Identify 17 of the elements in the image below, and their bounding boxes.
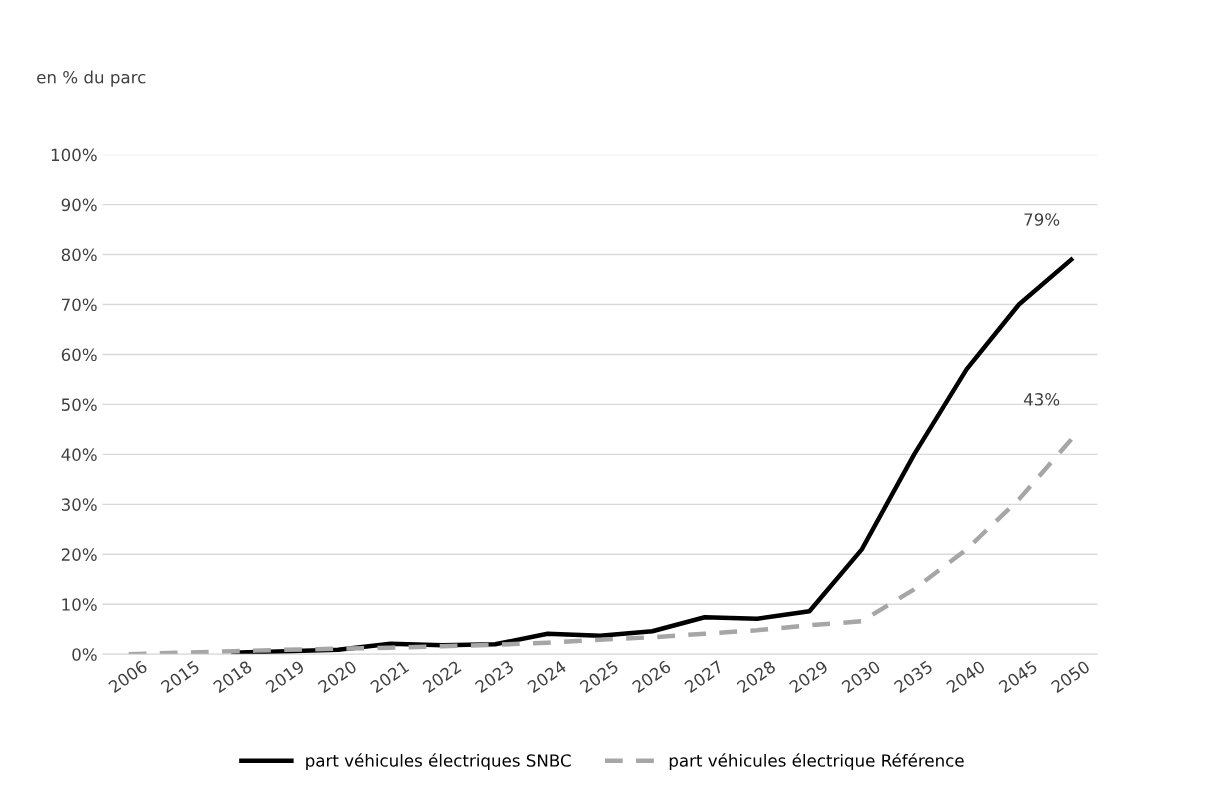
y-tick-label: 10% xyxy=(62,598,97,611)
legend-label: part véhicules électrique Référence xyxy=(669,753,964,771)
y-tick-label: 0% xyxy=(72,648,97,661)
line-series xyxy=(126,437,1074,655)
y-tick-label: 80% xyxy=(61,248,97,262)
y-tick-label: 50% xyxy=(61,398,97,411)
y-tick-label: 90% xyxy=(61,198,97,212)
y-tick-label: 70% xyxy=(61,298,97,312)
y-tick-label: 100% xyxy=(51,148,97,162)
y-tick-label: 30% xyxy=(61,498,97,511)
y-axis-title: en % du parc xyxy=(37,70,146,87)
y-tick-label: 20% xyxy=(61,548,97,561)
data-label: 79% xyxy=(1024,213,1060,226)
y-tick-label: 40% xyxy=(61,448,97,461)
data-label: 43% xyxy=(1023,393,1060,406)
y-tick-label: 60% xyxy=(61,348,97,362)
legend-label: part véhicules électriques SNBC xyxy=(306,753,571,771)
